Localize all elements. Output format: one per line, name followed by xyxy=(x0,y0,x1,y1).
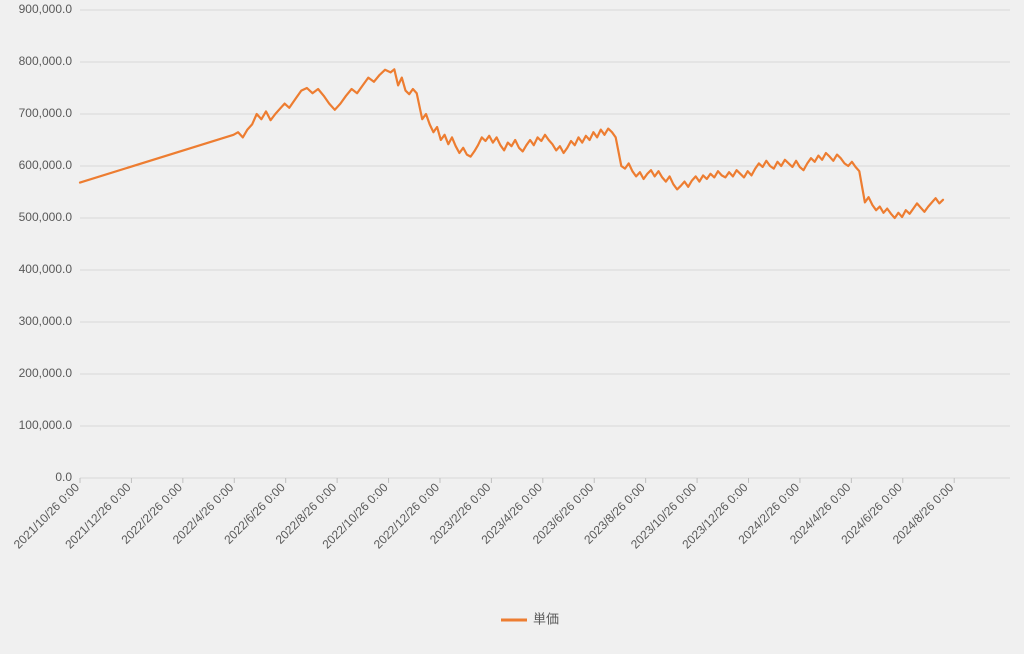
y-tick-label: 700,000.0 xyxy=(19,106,73,120)
price-chart: 0.0100,000.0200,000.0300,000.0400,000.05… xyxy=(0,0,1024,654)
y-tick-label: 200,000.0 xyxy=(19,366,73,380)
y-tick-label: 900,000.0 xyxy=(19,2,73,16)
y-tick-label: 800,000.0 xyxy=(19,54,73,68)
y-tick-label: 500,000.0 xyxy=(19,210,73,224)
legend-label: 単価 xyxy=(533,611,559,626)
chart-svg: 0.0100,000.0200,000.0300,000.0400,000.05… xyxy=(0,0,1024,654)
y-tick-label: 100,000.0 xyxy=(19,418,73,432)
chart-background xyxy=(0,0,1024,654)
y-tick-label: 300,000.0 xyxy=(19,314,73,328)
y-tick-label: 400,000.0 xyxy=(19,262,73,276)
y-tick-label: 600,000.0 xyxy=(19,158,73,172)
